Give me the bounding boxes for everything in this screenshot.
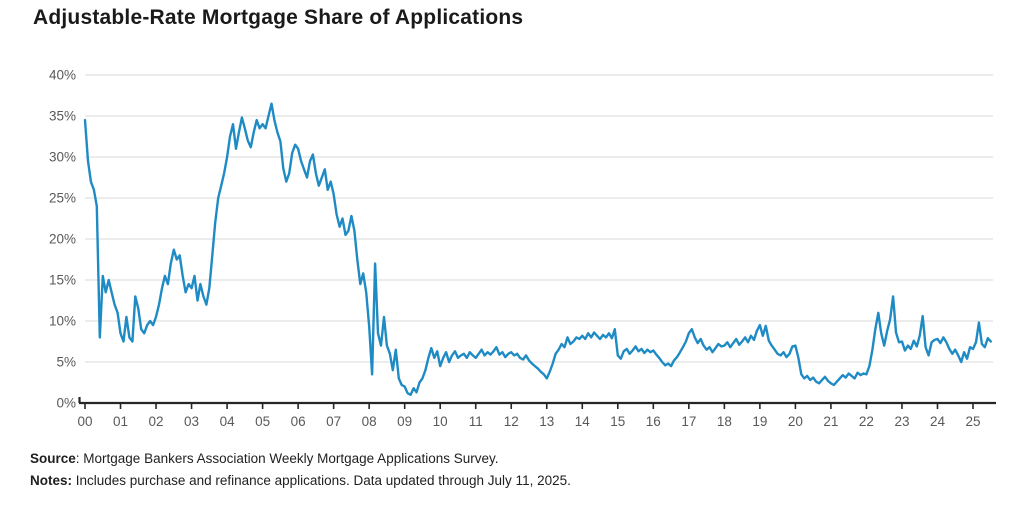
x-tick-label-13: 13 [539, 414, 554, 429]
x-tick-label-04: 04 [220, 414, 236, 429]
x-tick-label-05: 05 [255, 414, 270, 429]
x-tick-label-15: 15 [610, 414, 625, 429]
x-tick-label-06: 06 [291, 414, 306, 429]
source-label: Source [30, 451, 76, 466]
x-tick-label-12: 12 [504, 414, 519, 429]
x-tick-label-10: 10 [433, 414, 448, 429]
notes-label: Notes: [30, 473, 73, 488]
x-tick-label-23: 23 [894, 414, 909, 429]
y-tick-label-15%: 15% [49, 273, 76, 288]
x-tick-label-18: 18 [717, 414, 732, 429]
x-axis-labels: 00 01 02 03 04 05 06 07 08 09 10 11 12 13 14 15 16 17 18 19… [77, 414, 980, 429]
y-tick-label-35%: 35% [49, 109, 76, 124]
x-tick-label-22: 22 [859, 414, 874, 429]
chart-title: Adjustable-Rate Mortgage Share of Applic… [33, 6, 524, 29]
x-tick-label-02: 02 [149, 414, 164, 429]
y-tick-label-5%: 5% [56, 355, 76, 370]
y-tick-label-25%: 25% [49, 191, 76, 206]
x-tick-label-11: 11 [469, 414, 483, 429]
gridlines [85, 74, 993, 363]
source-note: Source: Mortgage Bankers Association Wee… [30, 450, 499, 467]
notes-note: Notes: Includes purchase and refinance a… [30, 472, 571, 489]
x-tick-label-20: 20 [788, 414, 803, 429]
x-tick-label-25: 25 [965, 414, 980, 429]
y-tick-label-40%: 40% [49, 68, 76, 83]
x-tick-label-01: 01 [113, 414, 128, 429]
x-tick-label-03: 03 [184, 414, 199, 429]
y-tick-label-20%: 20% [49, 232, 76, 247]
x-tick-label-14: 14 [575, 414, 591, 429]
x-tick-label-00: 00 [77, 414, 92, 429]
x-tick-label-08: 08 [362, 414, 377, 429]
x-tick-label-17: 17 [681, 414, 696, 429]
y-tick-label-0%: 0% [56, 396, 76, 411]
x-tick-label-19: 19 [752, 414, 767, 429]
x-tick-label-09: 09 [397, 414, 412, 429]
notes-text: Includes purchase and refinance applicat… [72, 473, 571, 488]
x-tick-label-16: 16 [646, 414, 661, 429]
y-axis-labels: 0% 5% 10% 15% 20% 25% 30% 35% 40% [49, 68, 76, 411]
x-axis [78, 397, 996, 409]
arm-share-line-chart: 0%5%10%15%20%25%30%35%40%00 01 02 03 04 05 06 0… [49, 68, 996, 429]
source-text: : Mortgage Bankers Association Weekly Mo… [75, 451, 499, 466]
x-tick-label-24: 24 [930, 414, 946, 429]
y-tick-label-10%: 10% [49, 314, 76, 329]
x-tick-label-07: 07 [326, 414, 341, 429]
x-tick-label-21: 21 [823, 414, 838, 429]
y-tick-label-30%: 30% [49, 150, 76, 165]
arm-share-series-line [83, 102, 992, 396]
